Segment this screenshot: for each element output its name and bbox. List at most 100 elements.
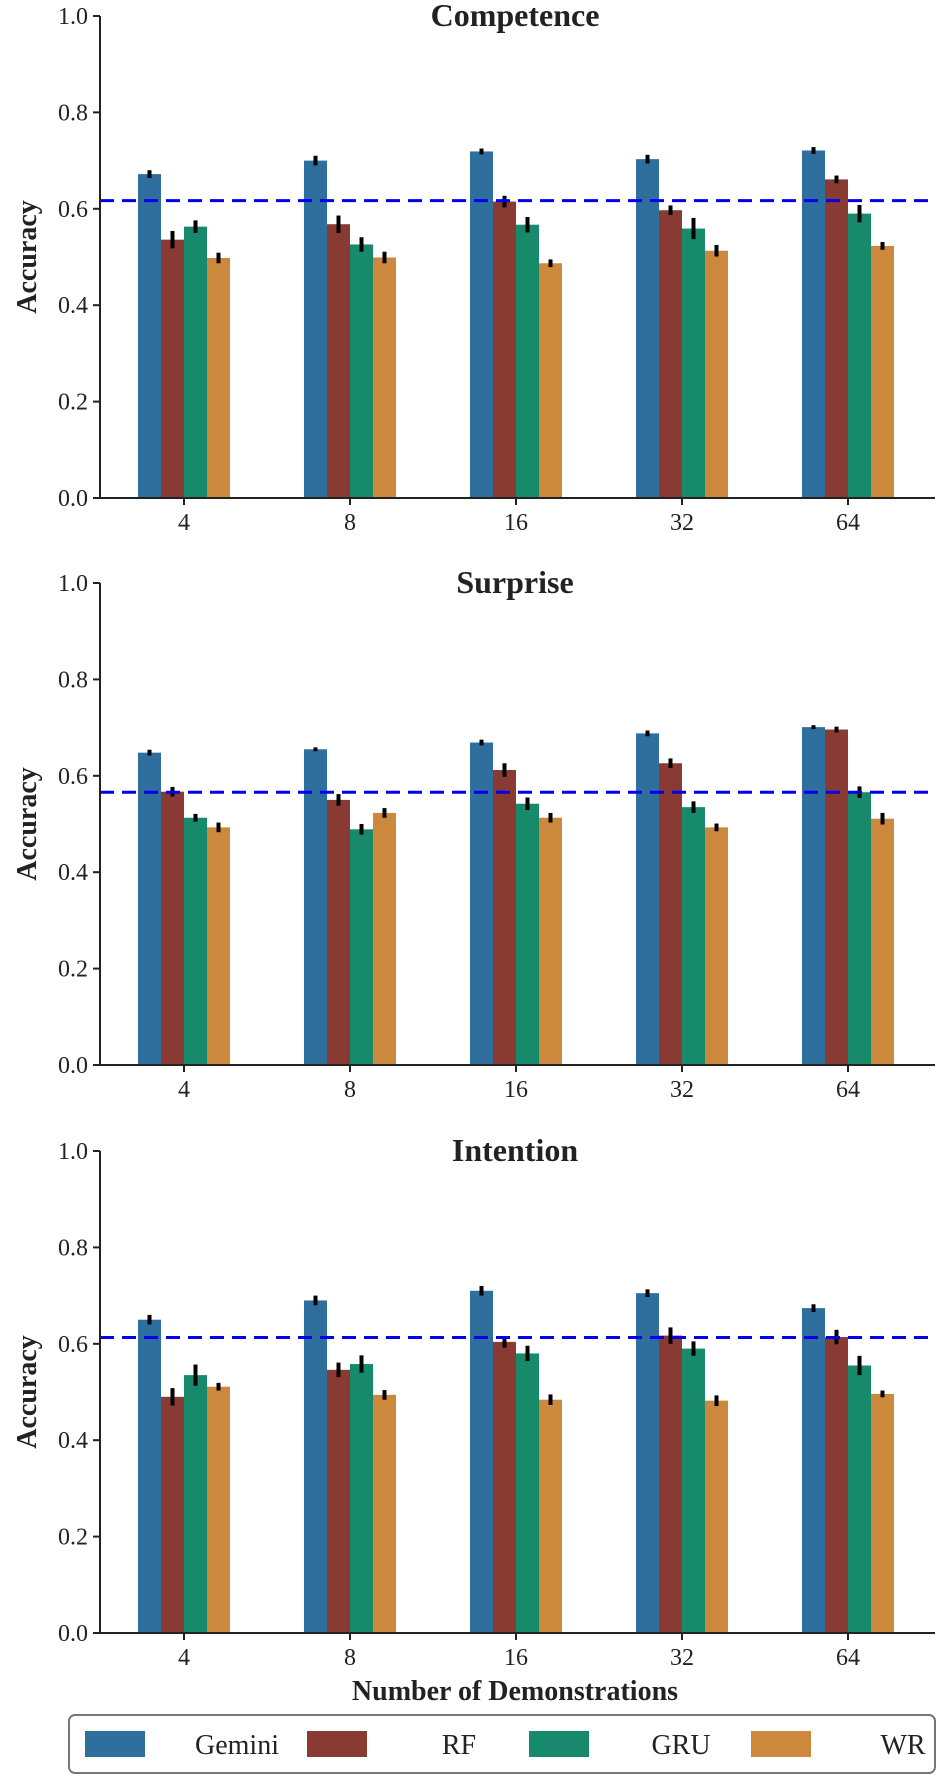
y-tick-label: 0.6 [58, 1332, 88, 1358]
bar-rf-32 [659, 1335, 682, 1633]
y-tick-label: 0.8 [58, 667, 88, 693]
bar-gru-16 [516, 803, 539, 1065]
bar-wr-32 [705, 1400, 728, 1633]
legend-swatch [529, 1731, 589, 1757]
bar-gru-32 [682, 1348, 705, 1633]
legend-swatch [307, 1731, 367, 1757]
x-tick-label: 16 [504, 510, 528, 536]
y-tick-label: 1.0 [58, 571, 88, 597]
y-tick-label: 1.0 [58, 1139, 88, 1165]
legend-label: WR [880, 1730, 925, 1761]
bar-gru-32 [682, 228, 705, 498]
bar-rf-4 [161, 1396, 184, 1633]
bar-wr-64 [871, 245, 894, 498]
y-tick-label: 0.2 [58, 957, 88, 983]
legend-label: RF [442, 1730, 476, 1761]
bar-gru-4 [184, 226, 207, 498]
panel-title: Competence [431, 0, 600, 33]
y-tick-label: 0.0 [58, 1621, 88, 1647]
bar-gemini-8 [304, 749, 327, 1065]
bar-gemini-32 [636, 1293, 659, 1633]
bar-wr-4 [207, 1386, 230, 1633]
legend-item-wr: WR [751, 1730, 926, 1761]
bar-wr-64 [871, 818, 894, 1065]
panels: 0.0 0.2 0.4 0.6 0.8 1.0 4 8 16 32 64 Accuracy Compet… [12, 0, 935, 1671]
y-tick-label: 0.8 [58, 100, 88, 126]
y-axis-title: Accuracy [12, 200, 43, 314]
panel-title: Surprise [456, 564, 573, 600]
legend-swatch [85, 1731, 145, 1757]
bar-wr-32 [705, 827, 728, 1065]
x-tick-label: 32 [670, 1077, 694, 1103]
bar-gemini-64 [802, 1308, 825, 1633]
bar-wr-64 [871, 1393, 894, 1633]
bar-gru-4 [184, 1375, 207, 1633]
legend-item-gemini: Gemini [85, 1730, 279, 1761]
legend-label: GRU [651, 1730, 710, 1761]
bar-gru-8 [350, 1364, 373, 1633]
bar-wr-8 [373, 812, 396, 1065]
bar-rf-8 [327, 799, 350, 1065]
bar-gemini-4 [138, 1319, 161, 1633]
bar-gemini-8 [304, 1300, 327, 1633]
bar-gemini-32 [636, 733, 659, 1065]
x-tick-label: 16 [504, 1077, 528, 1103]
x-tick-label: 64 [836, 1077, 860, 1103]
y-tick-label: 0.6 [58, 764, 88, 790]
bar-gru-64 [848, 792, 871, 1065]
y-axis-title: Accuracy [12, 1335, 43, 1449]
x-axis-title: Number of Demonstrations [352, 1676, 678, 1707]
y-axis-title: Accuracy [12, 767, 43, 881]
bar-gemini-4 [138, 752, 161, 1065]
bar-gru-16 [516, 224, 539, 498]
legend-swatch [751, 1731, 811, 1757]
chart-panel-competence: 0.0 0.2 0.4 0.6 0.8 1.0 4 8 16 32 64 Accuracy Compet… [12, 0, 935, 536]
y-tick-label: 0.2 [58, 390, 88, 416]
y-tick-label: 0.4 [58, 860, 88, 886]
bar-rf-32 [659, 210, 682, 498]
bar-rf-64 [825, 1337, 848, 1633]
legend-label: Gemini [195, 1730, 279, 1761]
bar-wr-16 [539, 263, 562, 498]
bar-gemini-16 [470, 742, 493, 1065]
x-tick-label: 4 [178, 1645, 190, 1671]
x-tick-label: 8 [344, 1645, 356, 1671]
bar-rf-8 [327, 1369, 350, 1633]
legend-frame [68, 1714, 936, 1774]
x-tick-label: 32 [670, 510, 694, 536]
bar-gemini-16 [470, 151, 493, 498]
bar-gemini-16 [470, 1290, 493, 1633]
bar-rf-4 [161, 239, 184, 498]
y-tick-label: 1.0 [58, 4, 88, 30]
bar-rf-8 [327, 224, 350, 498]
bar-gemini-64 [802, 727, 825, 1065]
y-tick-label: 0.4 [58, 293, 88, 319]
bar-wr-4 [207, 827, 230, 1065]
bar-wr-32 [705, 250, 728, 498]
y-tick-label: 0.6 [58, 197, 88, 223]
bar-gru-64 [848, 1365, 871, 1633]
legend-item-gru: GRU [529, 1730, 711, 1761]
bar-rf-16 [493, 201, 516, 498]
bar-rf-64 [825, 179, 848, 498]
bar-wr-16 [539, 817, 562, 1065]
bar-rf-16 [493, 770, 516, 1065]
x-tick-label: 4 [178, 1077, 190, 1103]
bar-gru-16 [516, 1353, 539, 1633]
x-tick-label: 16 [504, 1645, 528, 1671]
bar-rf-32 [659, 763, 682, 1065]
legend-item-rf: RF [307, 1730, 476, 1761]
x-tick-label: 64 [836, 1645, 860, 1671]
bar-gru-8 [350, 829, 373, 1065]
chart-panel-intention: 0.0 0.2 0.4 0.6 0.8 1.0 4 8 16 32 64 Accuracy Intent… [12, 1132, 935, 1671]
panel-title: Intention [452, 1132, 578, 1168]
y-tick-label: 0.8 [58, 1235, 88, 1261]
bar-gemini-64 [802, 150, 825, 498]
chart-panel-surprise: 0.0 0.2 0.4 0.6 0.8 1.0 4 8 16 32 64 Accuracy Surpri… [12, 564, 935, 1103]
y-tick-label: 0.2 [58, 1525, 88, 1551]
bar-gru-4 [184, 817, 207, 1065]
x-tick-label: 64 [836, 510, 860, 536]
bar-gru-8 [350, 244, 373, 498]
y-tick-label: 0.0 [58, 1053, 88, 1079]
